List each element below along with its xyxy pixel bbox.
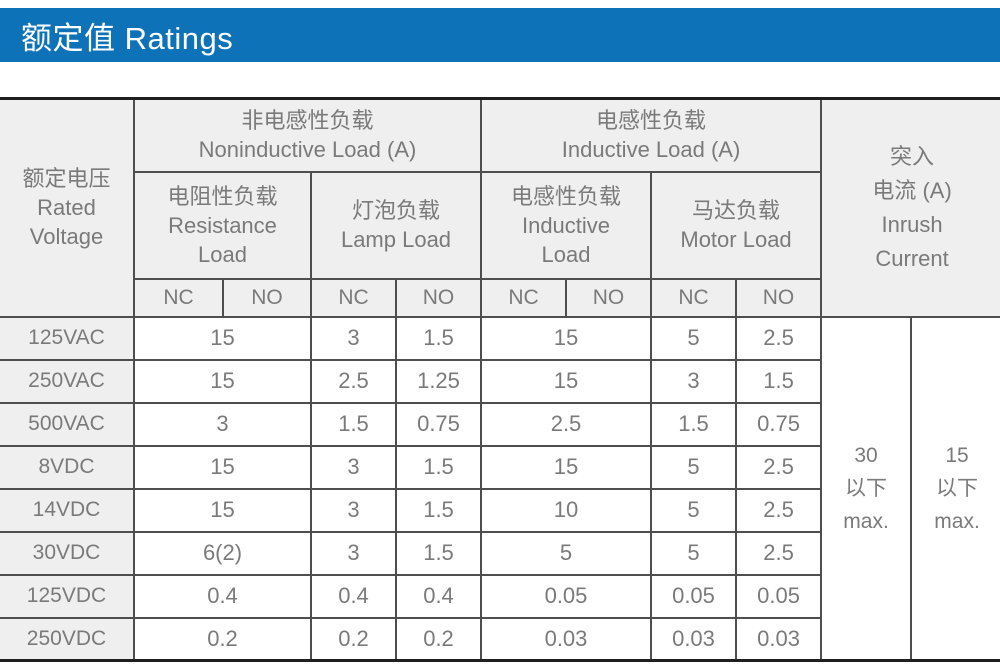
- inrush-current-header: 突入 电流 (A) Inrush Current: [820, 97, 1000, 318]
- inductive-load-value: 15: [480, 444, 652, 490]
- motor-load-nc-value: 5: [650, 487, 737, 533]
- inductive-load-value: 10: [480, 487, 652, 533]
- lamp-load-nc-value: 0.4: [310, 573, 397, 619]
- lamp-load-no-value: 0.75: [395, 401, 482, 447]
- contact-header-nc: NC: [650, 277, 737, 318]
- motor-load-no-value: 2.5: [734, 530, 823, 576]
- lamp-load-no-value: 0.4: [395, 573, 482, 619]
- inductive-load-header: 电感性负载 Inductive Load: [480, 170, 652, 280]
- contact-header-no: NO: [222, 277, 312, 318]
- lamp-load-nc-value: 3: [310, 315, 397, 361]
- inductive-load-value: 0.05: [480, 573, 652, 619]
- table-row: 30VDC 6(2) 3 1.5 5 5 2.5: [0, 530, 1000, 576]
- table-row: 500VAC 3 1.5 0.75 2.5 1.5 0.75: [0, 401, 1000, 447]
- motor-load-nc-value: 5: [650, 444, 737, 490]
- inductive-load-value: 5: [480, 530, 652, 576]
- lamp-load-nc-value: 1.5: [310, 401, 397, 447]
- lamp-load-nc-value: 3: [310, 487, 397, 533]
- voltage-label: 500VAC: [0, 401, 135, 447]
- contact-header-no: NO: [734, 277, 823, 318]
- table-row: 125VDC 0.4 0.4 0.4 0.05 0.05 0.05: [0, 573, 1000, 619]
- motor-load-no-value: 2.5: [734, 315, 823, 361]
- motor-load-no-value: 2.5: [734, 487, 823, 533]
- resistance-load-value: 15: [133, 487, 312, 533]
- lamp-load-nc-value: 3: [310, 530, 397, 576]
- lamp-load-no-value: 1.5: [395, 530, 482, 576]
- table-row: 250VDC 0.2 0.2 0.2 0.03 0.03 0.03: [0, 616, 1000, 662]
- section-title: 额定值 Ratings: [21, 20, 234, 56]
- header-sub-row: 电阻性负载 Resistance Load 灯泡负载 Lamp Load 电感性…: [0, 170, 1000, 280]
- resistance-load-value: 3: [133, 401, 312, 447]
- motor-load-nc-value: 5: [650, 315, 737, 361]
- resistance-load-value: 0.4: [133, 573, 312, 619]
- inrush-max-15-value: 15 以下 max.: [910, 315, 1000, 662]
- motor-load-nc-value: 0.05: [650, 573, 737, 619]
- contact-header-no: NO: [395, 277, 482, 318]
- contact-header-nc: NC: [480, 277, 567, 318]
- header-contact-row: NC NO NC NO NC NO NC NO: [0, 277, 1000, 318]
- inductive-load-value: 2.5: [480, 401, 652, 447]
- table-row: 14VDC 15 3 1.5 10 5 2.5: [0, 487, 1000, 533]
- voltage-label: 125VAC: [0, 315, 135, 361]
- voltage-label: 8VDC: [0, 444, 135, 490]
- voltage-label: 125VDC: [0, 573, 135, 619]
- lamp-load-no-value: 1.25: [395, 358, 482, 404]
- inductive-load-value: 15: [480, 358, 652, 404]
- resistance-load-value: 0.2: [133, 616, 312, 662]
- motor-load-no-value: 2.5: [734, 444, 823, 490]
- motor-load-no-value: 1.5: [734, 358, 823, 404]
- resistance-load-value: 15: [133, 444, 312, 490]
- voltage-label: 14VDC: [0, 487, 135, 533]
- motor-load-no-value: 0.03: [734, 616, 823, 662]
- table-row: 8VDC 15 3 1.5 15 5 2.5: [0, 444, 1000, 490]
- inductive-load-value: 15: [480, 315, 652, 361]
- contact-header-nc: NC: [310, 277, 397, 318]
- inrush-max-30-value: 30 以下 max.: [820, 315, 913, 662]
- resistance-load-value: 6(2): [133, 530, 312, 576]
- rated-voltage-header: 额定电压 Rated Voltage: [0, 97, 135, 318]
- table-row: 250VAC 15 2.5 1.25 15 3 1.5: [0, 358, 1000, 404]
- lamp-load-no-value: 0.2: [395, 616, 482, 662]
- lamp-load-header: 灯泡负载 Lamp Load: [310, 170, 482, 280]
- ratings-table-container: 额定电压 Rated Voltage 非电感性负载 Noninductive L…: [0, 97, 1000, 665]
- motor-load-nc-value: 1.5: [650, 401, 737, 447]
- lamp-load-no-value: 1.5: [395, 444, 482, 490]
- lamp-load-nc-value: 2.5: [310, 358, 397, 404]
- noninductive-load-group-header: 非电感性负载 Noninductive Load (A): [133, 97, 482, 173]
- voltage-label: 250VDC: [0, 616, 135, 662]
- resistance-load-value: 15: [133, 315, 312, 361]
- resistance-load-header: 电阻性负载 Resistance Load: [133, 170, 312, 280]
- header-group-row: 额定电压 Rated Voltage 非电感性负载 Noninductive L…: [0, 97, 1000, 318]
- ratings-table: 额定电压 Rated Voltage 非电感性负载 Noninductive L…: [0, 97, 1000, 662]
- motor-load-nc-value: 5: [650, 530, 737, 576]
- contact-header-nc: NC: [133, 277, 224, 318]
- motor-load-no-value: 0.75: [734, 401, 823, 447]
- voltage-label: 250VAC: [0, 358, 135, 404]
- motor-load-nc-value: 3: [650, 358, 737, 404]
- contact-header-no: NO: [565, 277, 652, 318]
- inductive-load-value: 0.03: [480, 616, 652, 662]
- section-title-bar: 额定值 Ratings: [0, 8, 1000, 62]
- table-row: 125VAC 15 3 1.5 15 5 2.5 30 以下 max. 15 以…: [0, 315, 1000, 662]
- lamp-load-nc-value: 0.2: [310, 616, 397, 662]
- motor-load-no-value: 0.05: [734, 573, 823, 619]
- motor-load-header: 马达负载 Motor Load: [649, 170, 823, 280]
- inductive-load-group-header: 电感性负载 Inductive Load (A): [479, 97, 823, 173]
- lamp-load-nc-value: 3: [310, 444, 397, 490]
- motor-load-nc-value: 0.03: [650, 616, 737, 662]
- resistance-load-value: 15: [133, 358, 312, 404]
- lamp-load-no-value: 1.5: [395, 487, 482, 533]
- voltage-label: 30VDC: [0, 530, 135, 576]
- lamp-load-no-value: 1.5: [395, 315, 482, 361]
